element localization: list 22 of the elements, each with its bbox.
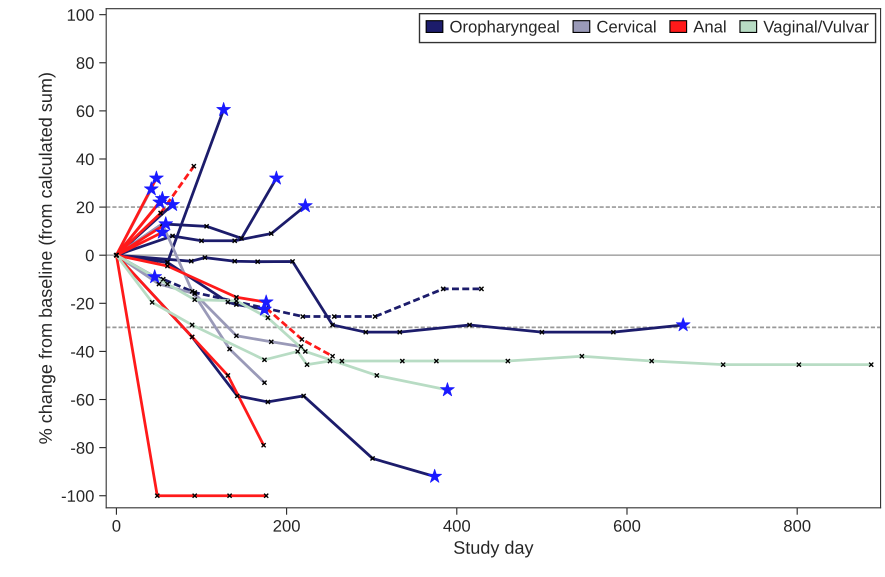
legend-label: Cervical bbox=[597, 20, 656, 33]
x-tick-label: 800 bbox=[784, 520, 810, 532]
y-tick-label: 60 bbox=[76, 105, 94, 118]
x-tick-label: 400 bbox=[443, 520, 470, 532]
y-tick-label: -60 bbox=[71, 394, 94, 406]
y-tick-label: -20 bbox=[71, 298, 94, 310]
x-axis-title: Study day bbox=[454, 540, 534, 558]
y-axis-title: % change from baseline (from calculated sum) bbox=[38, 73, 56, 444]
y-tick-label: 100 bbox=[68, 9, 94, 21]
x-tick-label: 200 bbox=[274, 520, 300, 532]
y-tick-label: 40 bbox=[76, 153, 94, 166]
legend-label: Vaginal/Vulvar bbox=[763, 20, 869, 36]
legend-label: Oropharyngeal bbox=[450, 20, 559, 36]
x-tick-label: 0 bbox=[112, 520, 120, 532]
y-tick-label: -80 bbox=[71, 442, 94, 454]
y-tick-label: 80 bbox=[76, 57, 94, 69]
y-tick-label: 0 bbox=[86, 250, 94, 262]
y-tick-label: -100 bbox=[62, 490, 94, 502]
x-tick-label: 600 bbox=[614, 520, 640, 532]
y-tick-label: -40 bbox=[71, 346, 94, 358]
legend-label: Anal bbox=[693, 20, 726, 33]
y-tick-label: 20 bbox=[76, 201, 94, 214]
